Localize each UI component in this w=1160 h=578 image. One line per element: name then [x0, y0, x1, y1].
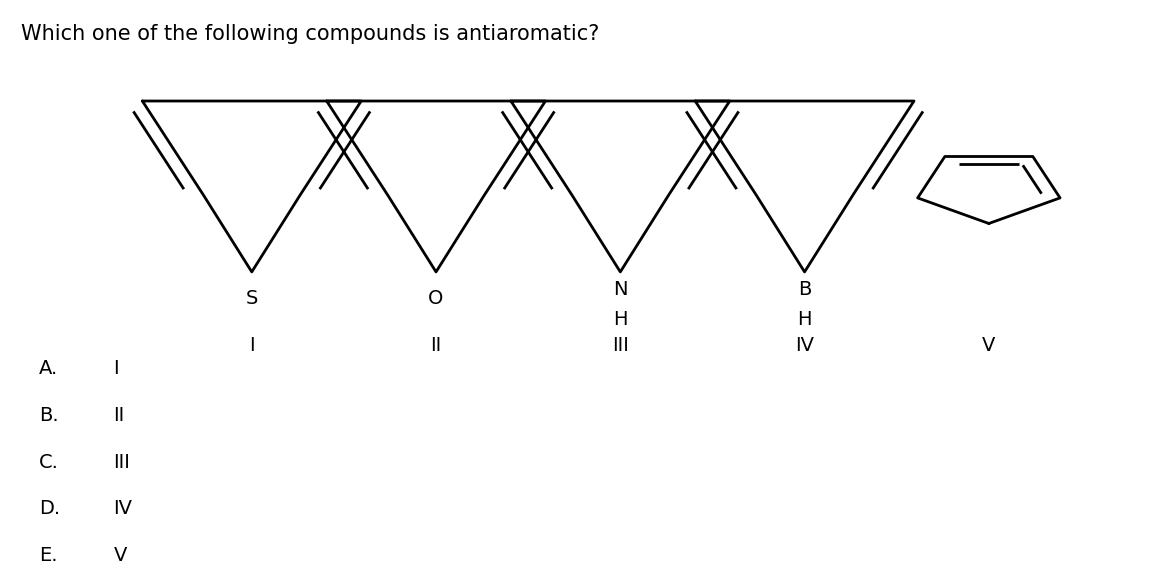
Text: D.: D.	[38, 499, 60, 518]
Text: V: V	[114, 546, 126, 565]
Text: V: V	[983, 336, 995, 355]
Text: IV: IV	[114, 499, 132, 518]
Text: I: I	[249, 336, 254, 355]
Text: C.: C.	[38, 453, 59, 472]
Text: II: II	[430, 336, 442, 355]
Text: B: B	[798, 280, 811, 299]
Text: III: III	[611, 336, 629, 355]
Text: Which one of the following compounds is antiaromatic?: Which one of the following compounds is …	[21, 24, 600, 44]
Text: B.: B.	[38, 406, 58, 425]
Text: H: H	[612, 310, 628, 329]
Text: III: III	[114, 453, 130, 472]
Text: S: S	[246, 289, 258, 308]
Text: N: N	[612, 280, 628, 299]
Text: I: I	[114, 360, 119, 378]
Text: E.: E.	[38, 546, 57, 565]
Text: H: H	[797, 310, 812, 329]
Text: A.: A.	[38, 360, 58, 378]
Text: IV: IV	[795, 336, 814, 355]
Text: II: II	[114, 406, 125, 425]
Text: O: O	[428, 289, 444, 308]
